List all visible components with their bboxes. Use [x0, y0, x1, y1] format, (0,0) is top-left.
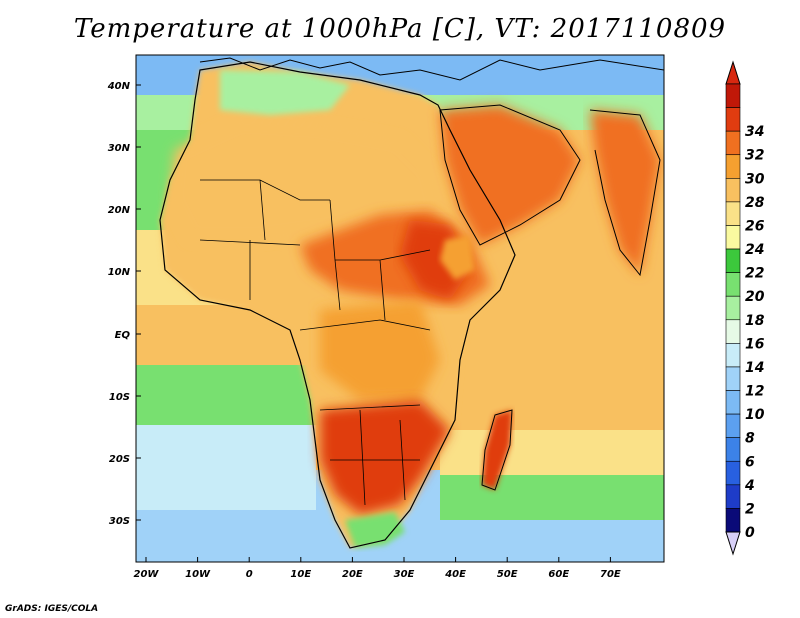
colorbar-segment [725, 130, 741, 156]
colorbar-segment [725, 295, 741, 321]
colorbar-label: 0 [745, 525, 755, 541]
country-borders [199, 179, 431, 506]
colorbar-segment [725, 83, 741, 108]
colorbar-segment [725, 437, 741, 462]
lat-tick-label: 10N [108, 267, 131, 278]
india-coast [589, 109, 661, 277]
colorbar-label: 30 [745, 171, 765, 187]
colorbar-segment [725, 413, 741, 438]
colorbar-segment [725, 107, 741, 132]
colorbar-label: 28 [745, 195, 765, 211]
colorbar-segment [725, 272, 741, 297]
lon-tick-label: 20W [134, 569, 160, 580]
indian-subcontinent [590, 110, 660, 275]
colorbar-label: 14 [745, 360, 764, 376]
arabian-peninsula [440, 105, 580, 245]
lat-tick-label: 30N [108, 143, 131, 154]
colorbar-label: 6 [745, 454, 755, 470]
sahara [170, 120, 440, 240]
europe-coast [199, 57, 664, 81]
colorbar-segment [725, 154, 741, 179]
colorbar-segment [725, 460, 741, 486]
south-cape [345, 512, 405, 548]
lon-tick-label: 30E [394, 569, 415, 580]
colorbar-label: 22 [745, 266, 764, 282]
lon-tick-label: 70E [600, 569, 621, 580]
colorbar-label: 2 [745, 501, 755, 517]
colorbar-label: 12 [745, 384, 764, 400]
lon-tick-label: 10E [290, 569, 311, 580]
grads-credit: GrADS: IGES/COLA [5, 604, 99, 614]
colorbar-segment [725, 178, 741, 203]
arabia-coast [439, 104, 581, 246]
lat-tick-label: 40N [107, 81, 131, 92]
south-ocean-green-band [136, 365, 336, 425]
colorbar-segment [725, 343, 741, 368]
plot-frame [135, 54, 665, 563]
colorbar-label: 32 [745, 148, 764, 164]
colorbar-label: 10 [745, 407, 765, 423]
lat-tick-label: 20N [108, 205, 131, 216]
colorbar-segment [725, 319, 741, 344]
madagascar-coast [481, 409, 513, 491]
colorbar-segment [725, 225, 741, 250]
colorbar-over-triangle [725, 60, 741, 85]
latitude-ticks: 40N 30N 20N 10N EQ 10S 20S 30S [107, 81, 141, 527]
central-africa-warm [320, 300, 440, 400]
temperature-field [136, 55, 664, 562]
south-ocean-mild-band [136, 420, 316, 510]
longitude-ticks: 20W 10W 0 10E 20E 30E 40E 50E 60E 70E [134, 557, 621, 580]
colorbar-label: 26 [745, 218, 765, 234]
lon-tick-label: 0 [246, 569, 253, 580]
lon-tick-label: 60E [548, 569, 569, 580]
colorbar-under-triangle [725, 531, 741, 556]
lon-tick-label: 40E [444, 569, 466, 580]
colorbar-segment [725, 390, 741, 415]
colorbar-label: 24 [745, 242, 764, 258]
colorbar-segment [725, 248, 741, 273]
lon-tick-label: 10W [185, 569, 211, 580]
colorbar-label: 20 [745, 289, 765, 305]
colorbar-segment [725, 366, 741, 391]
lat-tick-label: 20S [109, 454, 130, 465]
colorbar-label: 16 [745, 336, 765, 352]
africa-coastline [159, 61, 516, 549]
indian-ocean-green [440, 470, 664, 520]
indian-ocean-yellow [440, 430, 664, 475]
colorbar-segment [725, 508, 741, 533]
southern-africa-hot [320, 400, 450, 515]
lat-tick-label: 10S [109, 392, 130, 403]
map-title: Temperature at 1000hPa [C], VT: 20171108… [73, 14, 727, 44]
colorbar-label: 4 [744, 478, 755, 494]
lat-tick-label: EQ [115, 330, 131, 341]
colorbar-label: 34 [745, 124, 764, 140]
colorbar-segment [725, 484, 741, 509]
lat-tick-label: 30S [109, 516, 130, 527]
ethiopian-highlands [440, 235, 475, 280]
colorbar-segment [725, 201, 741, 226]
colorbar-label: 8 [745, 431, 755, 447]
colorbar-label: 18 [745, 313, 765, 329]
atlas-cool [220, 70, 350, 115]
lon-tick-label: 20E [342, 569, 363, 580]
lon-tick-label: 50E [497, 569, 518, 580]
madagascar [482, 410, 512, 490]
